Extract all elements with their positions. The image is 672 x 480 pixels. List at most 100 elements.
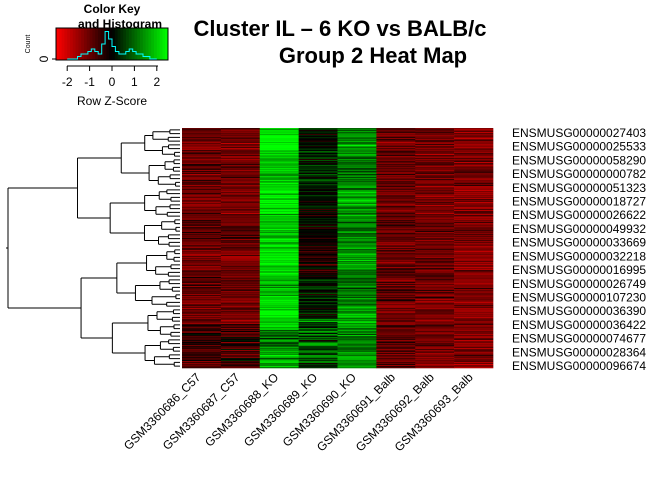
heatmap-cell: [415, 323, 455, 325]
heatmap-cell: [337, 154, 377, 156]
heatmap-cell: [337, 184, 377, 186]
heatmap-cell: [182, 258, 222, 260]
heatmap-cell: [298, 314, 338, 316]
heatmap-cell: [376, 222, 416, 224]
heatmap-cell: [454, 129, 494, 131]
heatmap-cell: [182, 327, 222, 329]
heatmap-cell: [337, 328, 377, 330]
heatmap-cell: [376, 275, 416, 277]
heatmap-cell: [337, 161, 377, 163]
heatmap-cell: [454, 230, 494, 232]
heatmap-cell: [220, 229, 261, 231]
heatmap-cell: [182, 251, 222, 253]
heatmap-cell: [454, 159, 494, 161]
heatmap-cell: [415, 241, 455, 243]
heatmap-cell: [298, 160, 338, 162]
heatmap-cell: [182, 367, 222, 369]
heatmap-cell: [415, 215, 455, 217]
heatmap-cell: [454, 288, 494, 290]
heatmap-cell: [337, 145, 377, 147]
heatmap-cell: [220, 285, 261, 287]
heatmap-cell: [259, 152, 299, 154]
heatmap-cell: [415, 293, 455, 295]
heatmap-cell: [220, 300, 261, 302]
heatmap-cell: [454, 193, 494, 195]
heatmap-cell: [337, 319, 377, 321]
heatmap-cell: [376, 335, 416, 337]
heatmap-cell: [415, 216, 455, 218]
heatmap-cell: [259, 220, 299, 222]
heatmap-cell: [415, 148, 455, 150]
heatmap-cell: [182, 231, 222, 233]
row-label: ENSMUSG00000016995: [512, 263, 646, 277]
heatmap-cell: [298, 141, 338, 143]
heatmap-cell: [454, 203, 494, 205]
heatmap-cell: [298, 344, 338, 346]
heatmap-cell: [415, 289, 455, 291]
heatmap-cell: [182, 359, 222, 361]
heatmap-cell: [182, 293, 222, 295]
heatmap-cell: [376, 293, 416, 295]
heatmap-cell: [220, 317, 261, 319]
heatmap-cell: [376, 364, 416, 366]
heatmap-cell: [182, 325, 222, 327]
heatmap-cell: [337, 211, 377, 213]
heatmap-cell: [259, 338, 299, 340]
heatmap-cell: [376, 144, 416, 146]
heatmap-cell: [376, 274, 416, 276]
heatmap-cell: [182, 274, 222, 276]
heatmap-cell: [220, 352, 261, 354]
heatmap-cell: [259, 193, 299, 195]
heatmap-cell: [337, 336, 377, 338]
heatmap-cell: [376, 161, 416, 163]
heatmap-cell: [376, 313, 416, 315]
heatmap-cell: [182, 204, 222, 206]
heatmap-cell: [454, 257, 494, 259]
heatmap-cell: [454, 345, 494, 347]
heatmap-cell: [298, 182, 338, 184]
heatmap-cell: [298, 202, 338, 204]
color-key-swatch: [120, 28, 124, 60]
heatmap-cell: [298, 266, 338, 268]
heatmap-cell: [376, 263, 416, 265]
color-key-frame: [55, 27, 169, 61]
heatmap-cell: [454, 196, 494, 198]
heatmap-cell: [376, 285, 416, 287]
heatmap-cells: [182, 128, 494, 369]
heatmap-cell: [182, 186, 222, 188]
heatmap-cell: [298, 319, 338, 321]
heatmap-cell: [415, 360, 455, 362]
heatmap-cell: [415, 211, 455, 213]
heatmap-cell: [415, 164, 455, 166]
heatmap-cell: [376, 128, 416, 130]
color-key-swatch: [58, 28, 62, 60]
heatmap-cell: [259, 273, 299, 275]
heatmap-cell: [337, 197, 377, 199]
heatmap-cell: [376, 329, 416, 331]
heatmap-cell: [182, 257, 222, 259]
heatmap-cell: [454, 282, 494, 284]
heatmap-cell: [259, 291, 299, 293]
heatmap-cell: [220, 327, 261, 329]
heatmap-cell: [376, 142, 416, 144]
heatmap-cell: [376, 208, 416, 210]
heatmap-cell: [298, 196, 338, 198]
heatmap-cell: [298, 335, 338, 337]
heatmap-cell: [376, 139, 416, 141]
heatmap-cell: [415, 219, 455, 221]
heatmap-cell: [415, 280, 455, 282]
heatmap-cell: [220, 207, 261, 209]
heatmap-cell: [182, 238, 222, 240]
heatmap-cell: [376, 333, 416, 335]
heatmap-cell: [415, 204, 455, 206]
heatmap-cell: [259, 309, 299, 311]
color-key-swatch: [123, 28, 127, 60]
heatmap-cell: [298, 241, 338, 243]
heatmap-cell: [376, 302, 416, 304]
heatmap-cell: [337, 163, 377, 165]
heatmap-cell: [337, 136, 377, 138]
heatmap-cell: [259, 197, 299, 199]
heatmap-cell: [337, 342, 377, 344]
heatmap-cell: [376, 170, 416, 172]
heatmap-cell: [415, 268, 455, 270]
